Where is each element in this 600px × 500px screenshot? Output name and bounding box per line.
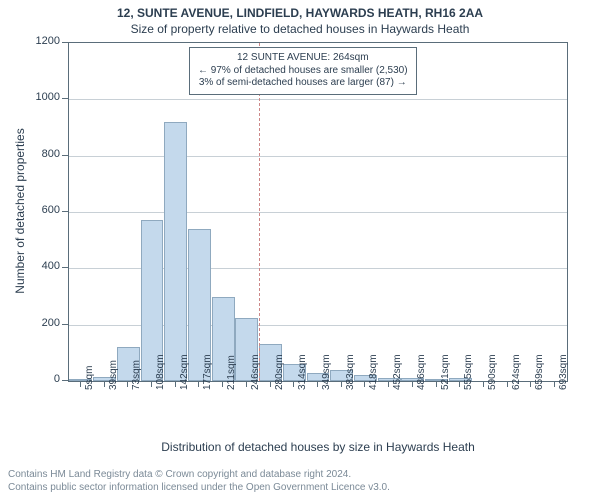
- footer-line-1: Contains HM Land Registry data © Crown c…: [8, 469, 390, 482]
- x-tick-label: 39sqm: [108, 360, 119, 390]
- x-tick-label: 280sqm: [274, 354, 285, 390]
- chart-title-sub: Size of property relative to detached ho…: [0, 22, 600, 36]
- x-tick-mark: [530, 382, 531, 387]
- x-tick-label: 555sqm: [463, 354, 474, 390]
- x-tick-label: 486sqm: [416, 354, 427, 390]
- gridline-h: [69, 212, 567, 213]
- x-tick-label: 246sqm: [250, 354, 261, 390]
- y-tick-label: 200: [20, 317, 60, 329]
- x-tick-mark: [341, 382, 342, 387]
- x-tick-mark: [198, 382, 199, 387]
- x-tick-mark: [388, 382, 389, 387]
- x-tick-mark: [317, 382, 318, 387]
- x-tick-label: 624sqm: [511, 354, 522, 390]
- x-tick-mark: [104, 382, 105, 387]
- x-tick-mark: [80, 382, 81, 387]
- x-tick-mark: [151, 382, 152, 387]
- x-tick-mark: [459, 382, 460, 387]
- y-tick-mark: [62, 324, 68, 325]
- chart-footer: Contains HM Land Registry data © Crown c…: [8, 469, 390, 494]
- y-tick-mark: [62, 98, 68, 99]
- x-tick-mark: [554, 382, 555, 387]
- y-tick-mark: [62, 155, 68, 156]
- x-tick-mark: [127, 382, 128, 387]
- y-tick-label: 400: [20, 260, 60, 272]
- y-tick-label: 1000: [20, 91, 60, 103]
- x-tick-mark: [246, 382, 247, 387]
- annotation-line-2: ← 97% of detached houses are smaller (2,…: [198, 65, 408, 78]
- x-tick-label: 108sqm: [155, 354, 166, 390]
- y-tick-label: 600: [20, 204, 60, 216]
- y-tick-label: 1200: [20, 35, 60, 47]
- x-tick-label: 314sqm: [297, 354, 308, 390]
- x-tick-label: 659sqm: [534, 354, 545, 390]
- histogram-bar: [164, 122, 187, 381]
- gridline-h: [69, 156, 567, 157]
- x-tick-mark: [175, 382, 176, 387]
- x-tick-label: 349sqm: [321, 354, 332, 390]
- gridline-h: [69, 99, 567, 100]
- y-tick-mark: [62, 211, 68, 212]
- y-tick-mark: [62, 42, 68, 43]
- x-tick-mark: [270, 382, 271, 387]
- annotation-line-1: 12 SUNTE AVENUE: 264sqm: [198, 52, 408, 65]
- chart-title-main: 12, SUNTE AVENUE, LINDFIELD, HAYWARDS HE…: [0, 6, 600, 20]
- x-tick-mark: [293, 382, 294, 387]
- x-tick-label: 211sqm: [226, 355, 237, 390]
- x-tick-mark: [364, 382, 365, 387]
- y-tick-mark: [62, 267, 68, 268]
- footer-line-2: Contains public sector information licen…: [8, 482, 390, 495]
- x-axis-label: Distribution of detached houses by size …: [68, 440, 568, 454]
- x-tick-label: 142sqm: [179, 354, 190, 390]
- x-tick-label: 452sqm: [392, 354, 403, 390]
- y-tick-mark: [62, 380, 68, 381]
- x-tick-mark: [483, 382, 484, 387]
- annotation-line-3: 3% of semi-detached houses are larger (8…: [198, 77, 408, 90]
- x-tick-label: 73sqm: [131, 360, 142, 390]
- x-tick-label: 383sqm: [345, 354, 356, 390]
- y-tick-label: 0: [20, 373, 60, 385]
- annotation-box: 12 SUNTE AVENUE: 264sqm← 97% of detached…: [189, 47, 417, 95]
- y-tick-label: 800: [20, 148, 60, 160]
- x-tick-label: 590sqm: [487, 354, 498, 390]
- x-tick-label: 693sqm: [558, 354, 569, 390]
- x-tick-mark: [412, 382, 413, 387]
- x-tick-label: 418sqm: [368, 354, 379, 390]
- x-tick-mark: [507, 382, 508, 387]
- x-tick-mark: [436, 382, 437, 387]
- chart-plot-area: 12 SUNTE AVENUE: 264sqm← 97% of detached…: [68, 42, 568, 382]
- x-tick-label: 177sqm: [202, 354, 213, 390]
- x-tick-label: 521sqm: [440, 354, 451, 390]
- x-tick-mark: [222, 382, 223, 387]
- x-tick-label: 5sqm: [84, 366, 95, 390]
